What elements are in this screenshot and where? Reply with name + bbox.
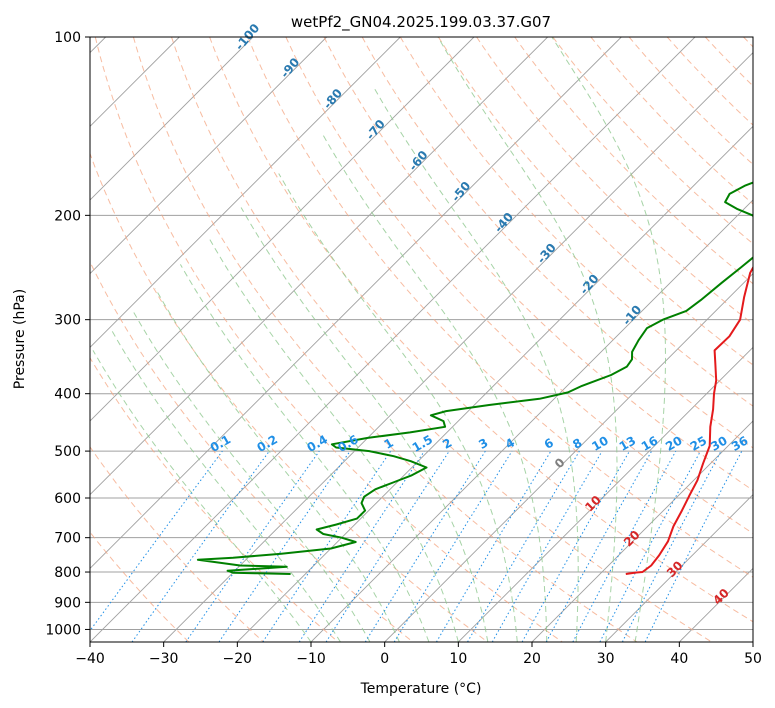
dry-adiabat-line xyxy=(399,37,753,407)
y-tick-label: 800 xyxy=(54,565,81,581)
mixing-ratio-line xyxy=(218,450,351,642)
x-tick-label: 20 xyxy=(523,651,541,667)
isotherm-line xyxy=(90,37,327,275)
y-tick-label: 100 xyxy=(54,30,81,46)
isotherm-line xyxy=(458,346,753,642)
isotherm-line xyxy=(531,420,753,642)
x-tick-label: 0 xyxy=(380,651,389,667)
mixing-ratio-line xyxy=(298,450,425,642)
x-tick-label: −30 xyxy=(149,651,179,667)
x-tick-label: 30 xyxy=(597,651,615,667)
moist-adiabat-line xyxy=(322,134,548,642)
moist-adiabat-line xyxy=(132,310,371,642)
moist-adiabat-line xyxy=(437,37,618,642)
y-tick-label: 500 xyxy=(54,444,81,460)
isotherm-line xyxy=(605,494,753,642)
mixing-ratio-line xyxy=(572,450,677,642)
background-lines xyxy=(90,37,753,642)
y-tick-label: 400 xyxy=(54,387,81,403)
moist-adiabat-line xyxy=(240,207,489,642)
dry-adiabat-line xyxy=(90,260,414,642)
dry-adiabat-line xyxy=(209,37,753,623)
mixing-ratio-line xyxy=(90,450,223,632)
mixing-ratio-line xyxy=(131,450,270,642)
series-layer xyxy=(196,181,753,575)
plot-background xyxy=(90,37,753,642)
dry-adiabat-line xyxy=(437,37,753,366)
isotherm-line xyxy=(384,273,753,642)
isotherm-line xyxy=(90,37,475,422)
chart-title: wetPf2_GN04.2025.199.03.37.G07 xyxy=(291,13,551,32)
moist-adiabat-line xyxy=(92,350,312,642)
isotherm-line xyxy=(752,641,753,642)
dewpoint-line xyxy=(196,181,753,575)
dry-adiabat-line xyxy=(90,356,339,642)
x-tick-label: −10 xyxy=(296,651,326,667)
moist-adiabat-line xyxy=(278,173,518,642)
moist-adiabat-line xyxy=(154,288,400,642)
x-tick-label: 40 xyxy=(670,651,688,667)
moist-adiabat-line xyxy=(179,264,430,642)
dry-adiabat-line xyxy=(90,446,264,642)
mixing-ratio-line xyxy=(262,450,392,642)
dry-adiabat-line xyxy=(552,37,753,245)
x-axis: −40 −30 −20 −10 0 10 20 30 40 50 xyxy=(75,642,762,667)
isotherm-line xyxy=(90,37,401,348)
dry-adiabat-line xyxy=(285,37,753,535)
y-tick-label: 1000 xyxy=(45,622,81,638)
mixing-ratio-line xyxy=(325,450,450,642)
dry-adiabat-line xyxy=(94,37,563,642)
isotherm-line xyxy=(90,37,254,201)
moist-adiabat-line xyxy=(551,37,666,642)
y-tick-label: 600 xyxy=(54,491,81,507)
plot-frame xyxy=(89,36,754,643)
y-tick-label: 700 xyxy=(54,531,81,547)
x-tick-label: 50 xyxy=(744,651,762,667)
x-tick-label: −20 xyxy=(223,651,253,667)
x-tick-label: −40 xyxy=(75,651,105,667)
x-tick-label: 10 xyxy=(449,651,467,667)
dry-adiabat-line xyxy=(323,37,753,491)
dry-adiabat-line xyxy=(590,37,753,205)
dry-adiabat-line xyxy=(247,37,753,578)
mixing-ratio-line xyxy=(545,450,653,642)
mixing-ratio-line xyxy=(644,450,743,642)
y-axis: 100 200 300 400 500 600 700 800 900 1000 xyxy=(45,30,90,638)
dry-adiabat-line xyxy=(171,37,712,642)
moist-adiabat-line xyxy=(208,237,459,642)
x-axis-label: Temperature (°C) xyxy=(360,681,482,697)
y-tick-label: 300 xyxy=(54,313,81,329)
temperature-line xyxy=(625,265,753,575)
mixing-ratio-line xyxy=(521,450,630,642)
dry-adiabat-line xyxy=(132,37,638,642)
moist-adiabat-line xyxy=(111,331,341,642)
isotherm-line xyxy=(90,37,548,496)
moist-adiabat-line xyxy=(373,87,579,642)
y-tick-label: 900 xyxy=(54,595,81,611)
y-tick-label: 200 xyxy=(54,208,81,224)
dry-adiabat-line xyxy=(361,37,753,449)
isotherm-line xyxy=(237,125,753,642)
mixing-ratio-line xyxy=(393,450,513,642)
isotherm-line xyxy=(163,52,753,642)
mixing-ratio-line xyxy=(185,450,320,642)
y-axis-label: Pressure (hPa) xyxy=(12,289,28,389)
isotherm-line xyxy=(90,37,622,569)
